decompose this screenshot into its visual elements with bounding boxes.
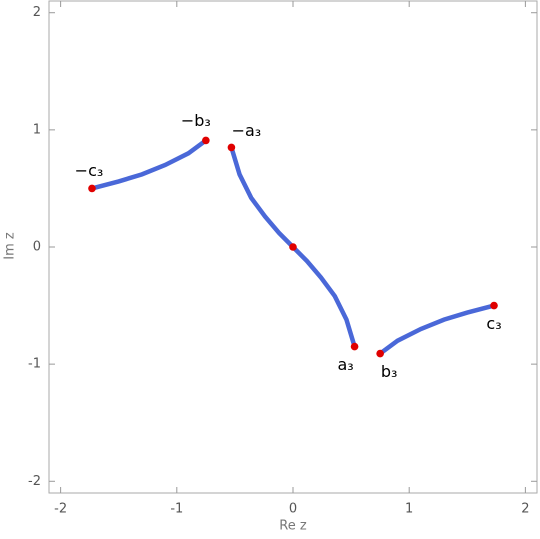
- point: [490, 301, 498, 310]
- y-tick-label: 0: [33, 240, 41, 255]
- point: [202, 136, 210, 145]
- curve: [377, 303, 497, 356]
- point-label: −b₃: [181, 111, 211, 130]
- x-tick-label: -2: [54, 502, 67, 517]
- x-tick-label: 2: [521, 502, 529, 517]
- point: [376, 349, 384, 358]
- y-tick-label: 1: [33, 122, 41, 137]
- y-tick-label: 2: [33, 5, 41, 20]
- point-label: −a₃: [232, 121, 262, 140]
- x-tick-label: 1: [405, 502, 413, 517]
- x-tick-label: -1: [170, 502, 183, 517]
- point: [350, 342, 359, 351]
- x-tick-label: 0: [289, 502, 297, 517]
- point: [88, 184, 96, 193]
- y-axis-label: Im z: [3, 232, 18, 260]
- point: [289, 243, 297, 251]
- x-axis-label: Re z: [279, 519, 307, 534]
- y-tick-label: -2: [28, 474, 41, 489]
- curve: [89, 138, 209, 191]
- y-tick-label: -1: [28, 357, 41, 372]
- point-label: c₃: [486, 314, 501, 333]
- point: [227, 143, 236, 152]
- point-label: a₃: [337, 355, 353, 374]
- point-label: −c₃: [75, 161, 104, 180]
- point-label: b₃: [381, 362, 398, 381]
